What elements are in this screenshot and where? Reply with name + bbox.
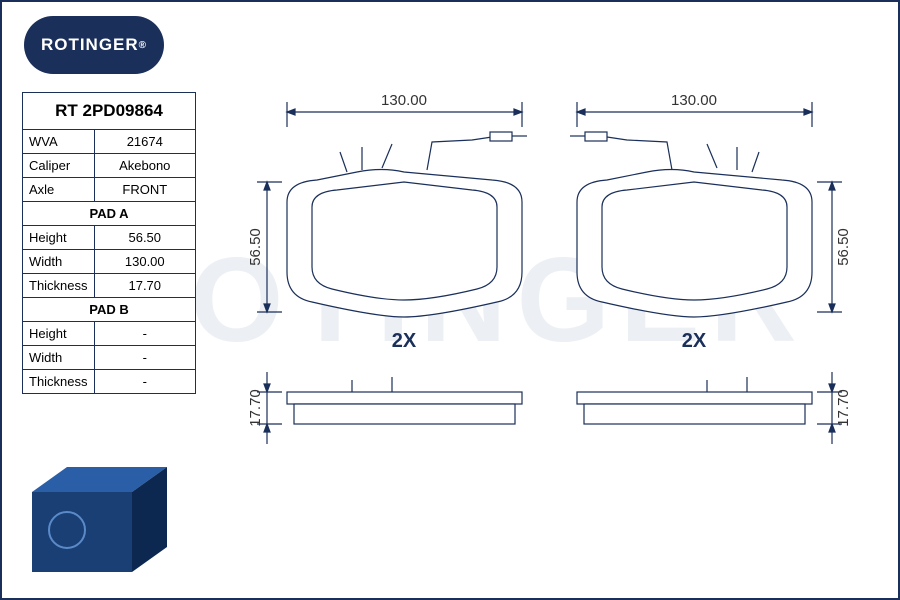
qty-label-right: 2X (682, 330, 707, 352)
box-front (32, 492, 132, 572)
spec-value: FRONT (94, 178, 195, 202)
spec-value: 21674 (94, 130, 195, 154)
spec-value: - (94, 322, 195, 346)
spec-value: - (94, 346, 195, 370)
pad-b-header: PAD B (23, 298, 196, 322)
spec-label: Thickness (23, 370, 95, 394)
spec-value: 130.00 (94, 250, 195, 274)
spec-label: Width (23, 250, 95, 274)
dim-thick-left: 17.70 (247, 389, 264, 427)
technical-diagram: 130.00 130.00 2X 2X 56.50 56.50 (232, 72, 872, 522)
dim-height-right: 56.50 (835, 228, 852, 266)
dim-width-left: 130.00 (381, 92, 427, 109)
spec-label: WVA (23, 130, 95, 154)
spec-table: RT 2PD09864 WVA21674 CaliperAkebono Axle… (22, 92, 196, 394)
product-box-icon (22, 452, 192, 582)
dim-width-right: 130.00 (671, 92, 717, 109)
spec-value: 56.50 (94, 226, 195, 250)
spec-value: - (94, 370, 195, 394)
registered-icon: ® (139, 40, 147, 51)
dim-height-left: 56.50 (247, 228, 264, 266)
spec-label: Caliper (23, 154, 95, 178)
qty-label-left: 2X (392, 330, 417, 352)
part-number: RT 2PD09864 (23, 93, 196, 130)
spec-value: 17.70 (94, 274, 195, 298)
spec-label: Height (23, 226, 95, 250)
pad-a-header: PAD A (23, 202, 196, 226)
spec-label: Axle (23, 178, 95, 202)
brand-text: ROTINGER (41, 35, 139, 55)
brand-logo: ROTINGER® (24, 16, 164, 74)
spec-value: Akebono (94, 154, 195, 178)
spec-label: Thickness (23, 274, 95, 298)
spec-label: Width (23, 346, 95, 370)
dim-thick-right: 17.70 (835, 389, 852, 427)
spec-label: Height (23, 322, 95, 346)
